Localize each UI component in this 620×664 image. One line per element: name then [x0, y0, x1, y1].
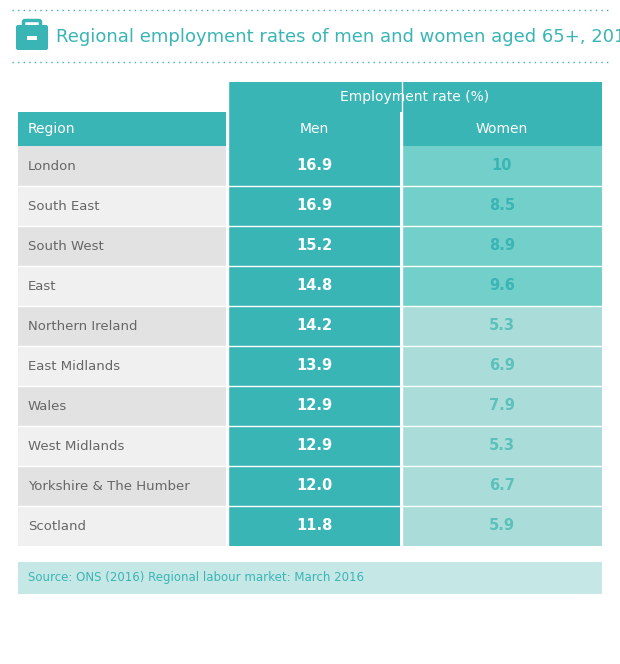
Bar [18, 186, 226, 226]
Bar [228, 466, 400, 506]
Text: 10: 10 [492, 159, 512, 173]
Text: West Midlands: West Midlands [28, 440, 125, 452]
Text: 8.9: 8.9 [489, 238, 515, 254]
Text: East: East [28, 280, 56, 293]
Text: Scotland: Scotland [28, 519, 86, 533]
Text: Region: Region [28, 122, 76, 136]
Bar [402, 506, 602, 546]
Text: 6.9: 6.9 [489, 359, 515, 373]
Bar [18, 562, 602, 594]
Text: 6.7: 6.7 [489, 479, 515, 493]
Text: Source: ONS (2016) Regional labour market: March 2016: Source: ONS (2016) Regional labour marke… [28, 572, 364, 584]
Text: 13.9: 13.9 [296, 359, 332, 373]
Text: 11.8: 11.8 [296, 519, 332, 533]
Bar [18, 146, 226, 186]
Bar [402, 466, 602, 506]
Bar [18, 466, 226, 506]
Bar [228, 426, 400, 466]
Bar [18, 386, 226, 426]
Bar [18, 306, 226, 346]
Text: 5.3: 5.3 [489, 319, 515, 333]
Text: 5.9: 5.9 [489, 519, 515, 533]
Bar [228, 306, 400, 346]
Bar [228, 82, 602, 112]
Bar [18, 506, 226, 546]
Text: South East: South East [28, 199, 99, 212]
Text: London: London [28, 159, 77, 173]
Bar [402, 266, 602, 306]
Text: 14.8: 14.8 [296, 278, 332, 293]
Text: Wales: Wales [28, 400, 67, 412]
Text: Yorkshire & The Humber: Yorkshire & The Humber [28, 479, 190, 493]
Bar [228, 266, 400, 306]
Text: 5.3: 5.3 [489, 438, 515, 454]
Bar [402, 186, 602, 226]
Text: Regional employment rates of men and women aged 65+, 2016: Regional employment rates of men and wom… [56, 28, 620, 46]
Text: Women: Women [476, 122, 528, 136]
Bar [402, 346, 602, 386]
Text: 7.9: 7.9 [489, 398, 515, 414]
Text: 15.2: 15.2 [296, 238, 332, 254]
Bar [228, 346, 400, 386]
Text: 9.6: 9.6 [489, 278, 515, 293]
Bar [402, 226, 602, 266]
Bar [402, 306, 602, 346]
Text: Men: Men [299, 122, 329, 136]
Bar [402, 112, 602, 146]
Bar [18, 266, 226, 306]
Bar [228, 506, 400, 546]
Bar [228, 386, 400, 426]
Bar [18, 346, 226, 386]
Text: South West: South West [28, 240, 104, 252]
Bar [228, 186, 400, 226]
Text: 12.9: 12.9 [296, 398, 332, 414]
Bar [18, 226, 226, 266]
Bar [228, 112, 400, 146]
Text: 8.5: 8.5 [489, 199, 515, 214]
Text: Northern Ireland: Northern Ireland [28, 319, 138, 333]
Text: 16.9: 16.9 [296, 159, 332, 173]
Bar [228, 226, 400, 266]
Text: 12.0: 12.0 [296, 479, 332, 493]
Bar [27, 36, 37, 39]
Bar [18, 112, 226, 146]
Text: 16.9: 16.9 [296, 199, 332, 214]
Bar [228, 146, 400, 186]
FancyBboxPatch shape [16, 25, 48, 50]
Bar [402, 146, 602, 186]
Text: Employment rate (%): Employment rate (%) [340, 90, 490, 104]
Bar [402, 386, 602, 426]
Text: 14.2: 14.2 [296, 319, 332, 333]
Text: East Midlands: East Midlands [28, 359, 120, 373]
Bar [18, 426, 226, 466]
Text: 12.9: 12.9 [296, 438, 332, 454]
Bar [402, 426, 602, 466]
